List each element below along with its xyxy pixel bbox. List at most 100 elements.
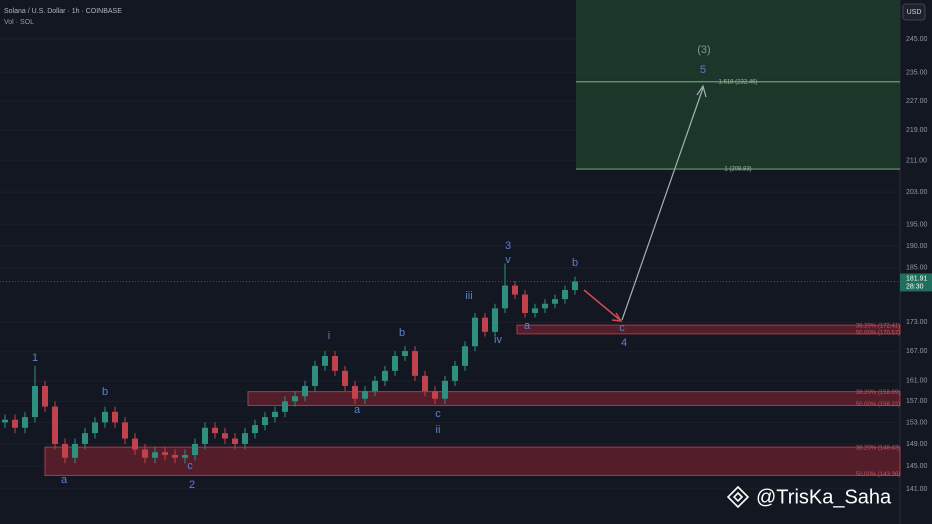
candle-body [552, 299, 558, 304]
candle-body [332, 355, 338, 371]
candle-body [32, 385, 38, 418]
wave-label: ii [436, 424, 441, 436]
zone-label: 50.00% (156.22) [856, 402, 900, 408]
candle-body [202, 427, 208, 444]
wave-label: i [328, 330, 330, 342]
candle-body [292, 396, 298, 402]
zone-label: 38.20% (172.41) [856, 324, 900, 330]
candle-body [222, 433, 228, 439]
currency: USD [907, 9, 922, 16]
wave-label: a [61, 474, 68, 486]
candle-body [302, 385, 308, 397]
logo-inner [732, 491, 744, 503]
candle-body [492, 308, 498, 332]
candle-body [462, 346, 468, 366]
y-tick-label: 219.00 [906, 127, 928, 134]
wave-label: b [399, 327, 405, 339]
y-tick-label: 211.00 [906, 157, 927, 164]
candle-body [72, 443, 78, 458]
candle-body [502, 285, 508, 309]
wave-label: (3) [697, 44, 710, 56]
wave-label: b [102, 386, 108, 398]
candle-body [392, 355, 398, 371]
wave-label: 1 [32, 352, 38, 364]
fib-zone [247, 391, 901, 406]
candle-body [2, 419, 8, 423]
countdown: 28:30 [906, 283, 924, 290]
candle-body [482, 317, 488, 332]
wave-label: iv [494, 334, 502, 346]
y-tick-label: 153.00 [906, 419, 928, 426]
candle-body [442, 380, 448, 399]
watermark: @TrisKa_Saha [726, 485, 892, 508]
candle-body [242, 433, 248, 444]
wave-label: c [435, 408, 441, 420]
candle-body [512, 285, 518, 295]
zone-label: 50.00% (143.36) [856, 472, 900, 478]
candle-body [562, 290, 568, 300]
wave-label: 2 [189, 479, 195, 491]
candle-body [452, 365, 458, 381]
y-tick-label: 190.00 [906, 243, 928, 250]
candle-body [22, 417, 28, 428]
y-tick-label: 227.00 [906, 98, 928, 105]
candle-body [382, 370, 388, 381]
zone-label: 50.00% (170.57) [856, 330, 900, 336]
last-price: 181.91 [906, 275, 928, 282]
candle-body [432, 391, 438, 399]
fib-zone [516, 324, 901, 335]
wave-label: a [524, 320, 531, 332]
candle-body [252, 425, 258, 434]
projection-arrow [583, 289, 621, 321]
candle-body [312, 365, 318, 386]
fib-label: 1 (208.83) [724, 167, 751, 173]
y-tick-label: 167.00 [906, 348, 928, 355]
wave-label: c [619, 322, 625, 334]
candle-body [12, 419, 18, 428]
candle-body [342, 370, 348, 386]
wave-label: 4 [621, 337, 627, 349]
candle-body [172, 454, 178, 458]
last-price-tag [900, 273, 932, 292]
y-tick-label: 141.00 [906, 486, 928, 493]
y-tick-label: 149.00 [906, 441, 928, 448]
candle-body [42, 385, 48, 407]
candle-body [82, 433, 88, 444]
y-tick-label: 185.00 [906, 265, 928, 272]
target-zone [576, 0, 900, 170]
candle-body [272, 411, 278, 418]
candle-body [52, 406, 58, 444]
arrow-head [611, 312, 623, 322]
candle-body [62, 443, 68, 458]
candle-body [322, 355, 328, 366]
wave-label: b [572, 257, 578, 269]
candle-body [412, 351, 418, 376]
y-tick-label: 145.00 [906, 463, 928, 470]
candle-body [142, 449, 148, 458]
candle-body [402, 351, 408, 356]
wave-label: v [505, 254, 511, 266]
y-tick-label: 245.00 [906, 36, 928, 43]
candle-body [422, 375, 428, 392]
candle-body [352, 385, 358, 399]
y-tick-label: 195.00 [906, 222, 928, 229]
arrow-head [696, 84, 707, 98]
chart-subtitle: Vol · SOL [4, 19, 34, 26]
candle-body [542, 303, 548, 309]
candle-body [92, 422, 98, 434]
y-tick-label: 161.00 [906, 378, 928, 385]
candle-body [182, 454, 188, 458]
candle-body [122, 422, 128, 439]
wave-label: a [354, 404, 361, 416]
candle-body [102, 411, 108, 423]
candle-body [362, 391, 368, 399]
wave-label: 3 [505, 240, 511, 252]
currency-box[interactable] [902, 3, 926, 21]
wave-label: 5 [700, 64, 706, 76]
candle-body [372, 380, 378, 392]
zone-label: 38.20% (158.89) [856, 390, 900, 396]
y-tick-label: 203.00 [906, 189, 928, 196]
candle-body [572, 281, 578, 291]
candle-body [472, 317, 478, 347]
